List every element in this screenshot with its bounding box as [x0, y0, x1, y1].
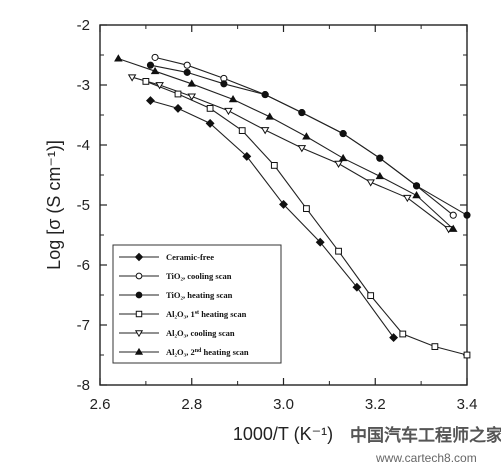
data-point-2-0	[146, 61, 155, 69]
legend-label-5: Al₂O₃, 2nd heating scan	[166, 347, 249, 357]
data-point-5-6	[338, 153, 348, 162]
data-point-0-7	[389, 333, 399, 343]
data-point-4-0	[127, 74, 137, 82]
legend-label-4: Al₂O₃, cooling scan	[166, 328, 235, 338]
data-point-3-3	[238, 127, 246, 134]
data-point-5-0	[114, 54, 123, 62]
data-point-3-8	[399, 330, 407, 338]
data-point-4-6	[334, 160, 343, 168]
y-tick-label: -5	[77, 197, 90, 214]
data-point-2-2	[220, 80, 228, 88]
x-tick-label: 2.6	[90, 396, 111, 413]
data-point-5-1	[150, 66, 160, 75]
data-point-5-3	[228, 95, 238, 103]
data-point-1-8	[449, 211, 457, 219]
data-point-2-8	[463, 211, 471, 219]
data-point-1-0	[151, 53, 159, 61]
legend-marker-3	[135, 310, 143, 318]
series-line-5	[118, 58, 454, 230]
data-point-2-5	[339, 130, 347, 138]
legend-marker-2	[135, 291, 143, 299]
legend-box	[112, 244, 282, 364]
legend-marker-0	[134, 252, 144, 262]
data-point-0-6	[352, 282, 362, 292]
legend-marker-1	[135, 272, 143, 280]
x-axis-title: 1000/T (K⁻¹)	[233, 424, 333, 444]
legend: Ceramic-free TiO₂, cooling scan TiO₂, heat…	[112, 244, 282, 364]
data-point-0-4	[279, 199, 288, 209]
data-point-4-5	[297, 145, 307, 153]
data-point-2-3	[261, 91, 269, 99]
data-point-2-1	[183, 68, 191, 76]
data-point-3-6	[335, 247, 342, 255]
y-tick-label: -2	[77, 17, 90, 34]
x-tick-label: 3.0	[273, 396, 294, 413]
data-point-5-8	[412, 191, 421, 199]
data-point-4-3	[224, 107, 233, 116]
data-point-4-7	[366, 179, 375, 187]
data-point-5-7	[375, 171, 385, 180]
watermark-chinese: 中国汽车工程师之家	[350, 425, 501, 446]
data-point-4-1	[155, 82, 164, 90]
legend-marker-4	[134, 330, 144, 338]
x-tick-label: 3.4	[457, 396, 478, 413]
data-point-1-1	[183, 61, 191, 69]
y-tick-label: -3	[77, 77, 90, 94]
watermark: 中国汽车工程师之家 www.cartech8.com	[350, 425, 501, 465]
data-point-4-8	[403, 194, 412, 203]
axis-ticks: 2.6 2.8 3.0 3.2 3.4 -2 -3 -4 -5 -6 -7 -8	[77, 17, 478, 413]
data-point-3-1	[174, 90, 182, 98]
legend-label-1: TiO₂, cooling scan	[166, 271, 232, 281]
data-point-3-5	[303, 205, 310, 212]
data-point-0-2	[205, 118, 215, 128]
legend-marker-5	[134, 347, 144, 355]
watermark-url: www.cartech8.com	[375, 451, 477, 465]
data-point-5-5	[302, 132, 311, 140]
data-point-2-4	[298, 109, 306, 117]
data-point-2-6	[376, 154, 384, 162]
data-point-0-1	[173, 103, 183, 113]
data-point-3-0	[142, 78, 150, 85]
series-line-4	[131, 76, 449, 230]
data-point-0-5	[315, 237, 325, 247]
x-tick-label: 2.8	[181, 396, 202, 413]
series-line-2	[150, 64, 468, 216]
data-point-5-4	[265, 112, 275, 120]
data-point-4-9	[444, 226, 453, 234]
data-point-2-7	[412, 182, 421, 190]
data-point-3-2	[206, 105, 214, 112]
series-markers	[114, 53, 471, 359]
series-line-0	[150, 100, 395, 338]
legend-label-3: Al₂O₃, 1st heating scan	[166, 309, 247, 319]
data-point-0-0	[146, 96, 155, 106]
data-point-4-4	[260, 127, 270, 135]
data-point-0-3	[242, 151, 252, 161]
y-tick-label: -6	[77, 257, 90, 274]
y-tick-label: -8	[77, 377, 90, 394]
data-point-4-2	[187, 93, 197, 101]
data-point-3-10	[463, 351, 471, 359]
data-point-5-2	[187, 79, 197, 87]
data-point-3-7	[367, 292, 375, 299]
y-tick-label: -7	[77, 317, 90, 334]
legend-items: Ceramic-free TiO₂, cooling scan TiO₂, heat…	[119, 252, 249, 357]
legend-label-2: TiO₂, heating scan	[166, 290, 233, 300]
x-tick-label: 3.2	[365, 396, 386, 413]
legend-label-0: Ceramic-free	[166, 252, 214, 262]
data-point-3-4	[270, 162, 278, 169]
y-axis-title: Log [σ (S cm⁻¹)]	[44, 140, 64, 270]
data-point-3-9	[431, 343, 439, 350]
data-point-5-9	[448, 224, 458, 232]
y-tick-label: -4	[77, 137, 90, 154]
